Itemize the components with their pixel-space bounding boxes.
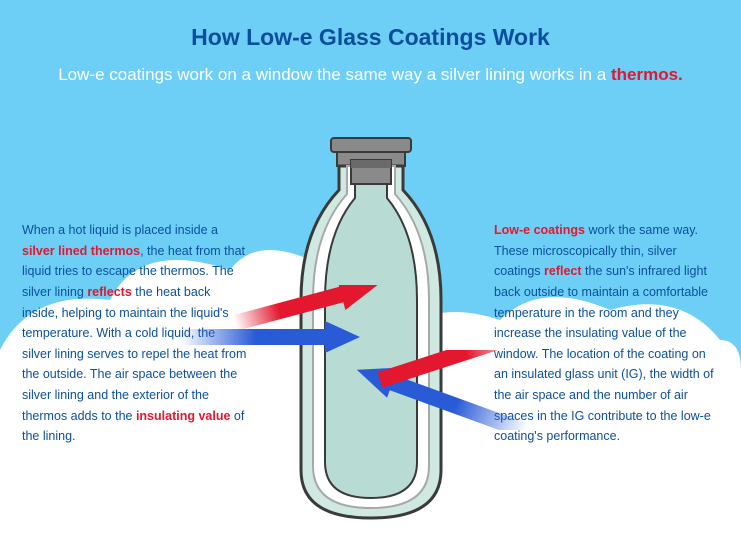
subtitle-text: Low-e coatings work on a window the same… bbox=[0, 62, 741, 88]
body-text-segment: When a hot liquid is placed inside a bbox=[22, 223, 218, 237]
highlight-text: Low-e coatings bbox=[494, 223, 585, 237]
right-reflection-arrows bbox=[350, 350, 570, 430]
highlight-text: silver lined thermos bbox=[22, 244, 140, 258]
highlight-text: insulating value bbox=[136, 409, 230, 423]
highlight-text: reflect bbox=[544, 264, 582, 278]
subtitle-prefix: Low-e coatings work on a window the same… bbox=[58, 65, 611, 84]
page-title: How Low-e Glass Coatings Work bbox=[0, 24, 741, 51]
subtitle-highlight: thermos. bbox=[611, 65, 683, 84]
highlight-text: reflects bbox=[87, 285, 131, 299]
blue-arrow-in-icon bbox=[180, 321, 360, 353]
